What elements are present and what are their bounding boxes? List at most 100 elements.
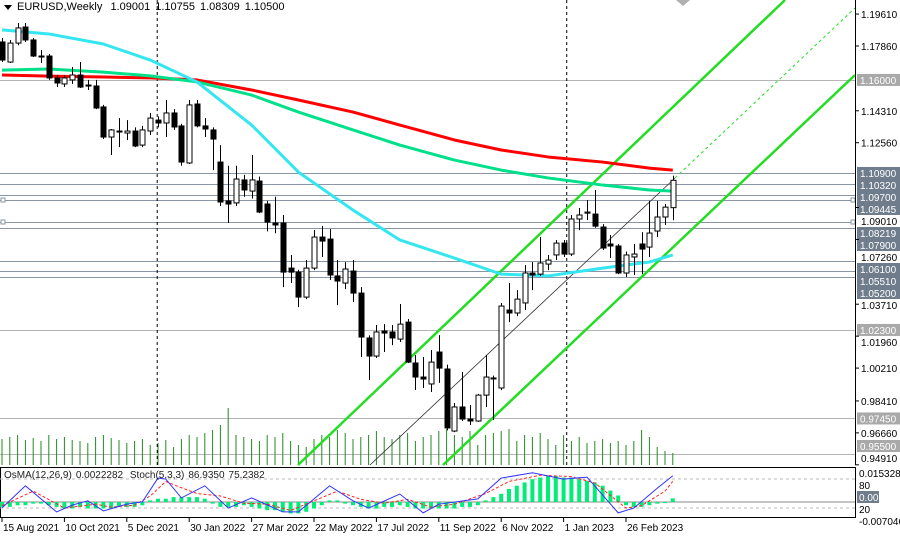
osma-bar bbox=[343, 502, 348, 504]
price-level-label: 1.06100 bbox=[860, 265, 897, 276]
price-level-tag bbox=[857, 227, 900, 240]
candle-bull bbox=[654, 216, 661, 232]
candle-bull bbox=[522, 272, 529, 304]
osma-bar bbox=[616, 495, 621, 502]
osma-bar bbox=[624, 502, 628, 506]
price-level-label: 0.97450 bbox=[860, 414, 897, 425]
dropdown-triangle-icon[interactable] bbox=[4, 4, 12, 10]
stoch-signal-line bbox=[1, 474, 674, 511]
osma-bar bbox=[85, 502, 90, 509]
osma-bar bbox=[483, 500, 488, 502]
osma-bar bbox=[639, 502, 644, 507]
price-tick-label: 1.14310 bbox=[861, 107, 898, 118]
candle-bear bbox=[334, 275, 341, 282]
candle-bear bbox=[561, 242, 568, 255]
stoch-main-line bbox=[1, 472, 674, 514]
high-value: 1.10755 bbox=[155, 1, 195, 13]
date-label: 22 May 2022 bbox=[315, 523, 373, 534]
date-axis: 15 Aug 2021 10 Oct 2021 5 Dec 2021 30 Jan 2… bbox=[1, 518, 684, 534]
candle-bear bbox=[178, 125, 185, 163]
osma-bar bbox=[429, 502, 433, 509]
candle-bull bbox=[428, 361, 435, 385]
price-level-label: 1.09700 bbox=[860, 193, 897, 204]
date-label: 26 Feb 2023 bbox=[627, 523, 684, 534]
ma-slow-line bbox=[1, 73, 673, 172]
candle-bull bbox=[397, 323, 404, 340]
osma-bar bbox=[390, 502, 394, 507]
price-level-label: 1.10320 bbox=[860, 181, 897, 192]
moving-averages bbox=[1, 28, 674, 278]
candle-bull bbox=[233, 178, 240, 204]
price-tick-label: 0.96660 bbox=[861, 429, 898, 440]
date-label: 10 Oct 2021 bbox=[65, 523, 120, 534]
osma-bar bbox=[553, 475, 558, 502]
candle-bull bbox=[186, 104, 193, 164]
candle-bull bbox=[584, 211, 591, 214]
stoch-signal-value: 75.2382 bbox=[228, 470, 265, 481]
candle-bull bbox=[7, 42, 14, 63]
price-level-tag bbox=[857, 239, 900, 252]
channel-mid-line[interactable] bbox=[369, 177, 676, 466]
price-level-label: 1.09445 bbox=[860, 205, 897, 216]
candle-bear bbox=[116, 130, 123, 133]
osma-bar bbox=[257, 502, 262, 509]
candle-bear bbox=[241, 179, 248, 191]
osma-bar bbox=[655, 502, 660, 504]
candle-bear bbox=[171, 112, 178, 128]
osma-bar bbox=[475, 502, 480, 506]
osma-bar bbox=[631, 502, 636, 507]
osma-bar bbox=[187, 497, 192, 502]
date-label: 30 Jan 2022 bbox=[190, 523, 245, 534]
candle-bear bbox=[210, 129, 217, 140]
osma-bar bbox=[288, 502, 293, 514]
candle-bear bbox=[639, 243, 646, 250]
candle-bull bbox=[373, 331, 380, 357]
candle-bear bbox=[358, 292, 365, 338]
candle-bear bbox=[217, 161, 224, 203]
candle-bear bbox=[100, 106, 107, 138]
osma-bar bbox=[600, 485, 605, 502]
channel-upper-line[interactable] bbox=[297, 0, 786, 466]
osma-bar bbox=[78, 502, 82, 507]
candle-bear bbox=[202, 125, 209, 130]
candle-bull bbox=[483, 376, 490, 396]
corner-marker-icon bbox=[676, 0, 690, 6]
candle-bear bbox=[459, 406, 466, 420]
horizontal-levels bbox=[0, 80, 856, 455]
candle-bear bbox=[38, 55, 45, 58]
osma-bar bbox=[93, 502, 98, 509]
candle-bull bbox=[139, 129, 146, 146]
price-level-label: 1.05200 bbox=[860, 289, 897, 300]
indicator-axis-label: 80 bbox=[859, 481, 871, 492]
trend-channel[interactable] bbox=[297, 0, 856, 466]
osma-bar bbox=[546, 475, 550, 502]
price-level-tag bbox=[857, 167, 900, 180]
osma-bar bbox=[436, 502, 441, 509]
price-tick-label: 1.07260 bbox=[861, 253, 898, 264]
channel-lower-line[interactable] bbox=[442, 74, 856, 466]
candle-bear bbox=[607, 243, 614, 247]
osma-bar bbox=[397, 502, 402, 506]
candle-bull bbox=[545, 259, 552, 265]
osma-bar bbox=[382, 502, 387, 507]
candle-bear bbox=[592, 213, 599, 227]
osma-bar bbox=[374, 502, 379, 509]
osma-bar bbox=[335, 500, 340, 502]
indicator-pane bbox=[0, 467, 856, 518]
price-level-tag bbox=[857, 73, 900, 86]
candle-bear bbox=[366, 337, 373, 357]
candle-bull bbox=[108, 129, 115, 138]
candle-bull bbox=[342, 268, 349, 284]
osma-bar bbox=[491, 497, 496, 502]
candle-bear bbox=[350, 270, 357, 294]
price-level-tag bbox=[857, 179, 900, 192]
osma-bar bbox=[405, 502, 410, 507]
candle-bear bbox=[194, 103, 201, 127]
price-level-label: 1.16000 bbox=[860, 76, 897, 87]
price-level-tag bbox=[857, 263, 900, 276]
price-level-tag bbox=[857, 412, 900, 425]
candle-bull bbox=[670, 179, 677, 209]
osma-bar bbox=[319, 502, 324, 506]
